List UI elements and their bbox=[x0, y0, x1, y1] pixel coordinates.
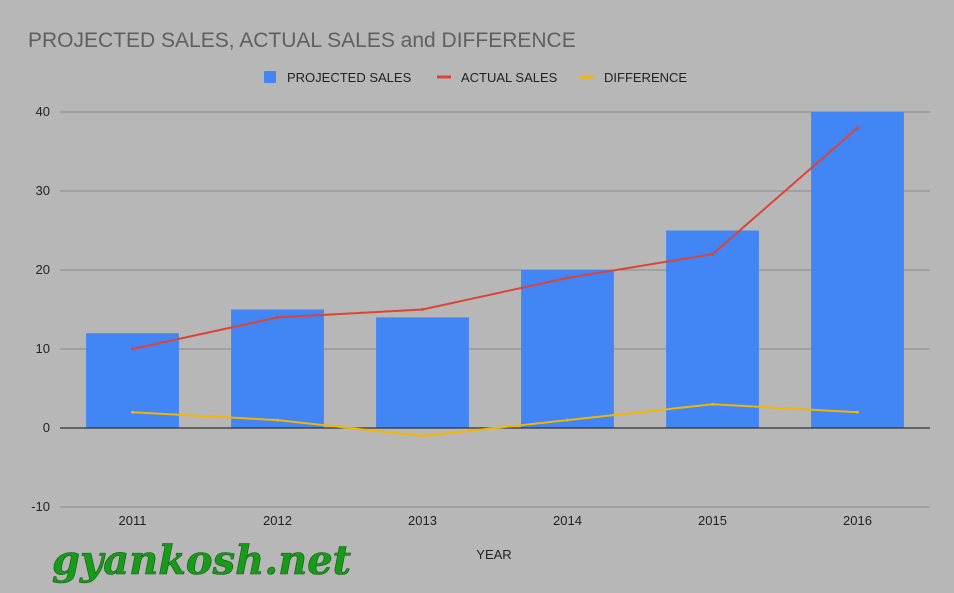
y-tick-label: 30 bbox=[36, 183, 50, 198]
bar-projected-sales-2014 bbox=[521, 270, 614, 428]
y-tick-label: 0 bbox=[43, 420, 50, 435]
y-tick-label: 10 bbox=[36, 341, 50, 356]
x-tick-label: 2015 bbox=[698, 513, 727, 528]
point-difference-2013 bbox=[421, 434, 424, 438]
y-tick-label: -10 bbox=[31, 499, 50, 514]
point-actual-sales-2014 bbox=[566, 276, 569, 280]
point-actual-sales-2012 bbox=[276, 315, 279, 319]
point-difference-2015 bbox=[711, 402, 714, 406]
x-tick-label: 2012 bbox=[263, 513, 292, 528]
point-difference-2016 bbox=[856, 410, 859, 414]
point-actual-sales-2016 bbox=[856, 126, 859, 130]
line-difference bbox=[132, 403, 858, 437]
bar-projected-sales-2016 bbox=[811, 112, 904, 428]
chart-title: PROJECTED SALES, ACTUAL SALES and DIFFER… bbox=[28, 29, 576, 52]
x-axis-tick-labels: 2011 2012 2013 2014 2015 2016 bbox=[119, 513, 872, 528]
bar-projected-sales-2015 bbox=[666, 230, 759, 428]
point-difference-2014 bbox=[566, 418, 569, 422]
x-axis-title: YEAR bbox=[476, 547, 511, 562]
point-actual-sales-2011 bbox=[131, 347, 134, 351]
point-difference-2011 bbox=[131, 410, 134, 414]
point-actual-sales-2013 bbox=[421, 308, 424, 311]
y-tick-label: 40 bbox=[36, 104, 50, 119]
legend-swatch-projected-sales bbox=[264, 71, 276, 83]
point-actual-sales-2015 bbox=[711, 252, 714, 256]
y-axis-tick-labels: -10 0 10 20 30 40 bbox=[31, 104, 50, 514]
point-difference-2012 bbox=[276, 418, 279, 422]
line-series bbox=[131, 126, 859, 438]
x-tick-label: 2013 bbox=[408, 513, 437, 528]
y-tick-label: 20 bbox=[36, 262, 50, 277]
legend-label-projected-sales: PROJECTED SALES bbox=[287, 70, 412, 85]
projected-sales-bars bbox=[86, 112, 904, 428]
legend: PROJECTED SALES ACTUAL SALES DIFFERENCE bbox=[264, 70, 687, 85]
x-tick-label: 2011 bbox=[119, 513, 147, 528]
bar-projected-sales-2013 bbox=[376, 317, 469, 428]
bar-projected-sales-2012 bbox=[231, 309, 324, 428]
line-actual-sales bbox=[132, 127, 859, 350]
legend-label-actual-sales: ACTUAL SALES bbox=[461, 70, 558, 85]
x-tick-label: 2016 bbox=[843, 513, 872, 528]
watermark-logo: gyankosh.net bbox=[52, 537, 352, 584]
gridlines bbox=[60, 111, 930, 508]
legend-label-difference: DIFFERENCE bbox=[604, 70, 687, 85]
x-tick-label: 2014 bbox=[553, 513, 582, 528]
